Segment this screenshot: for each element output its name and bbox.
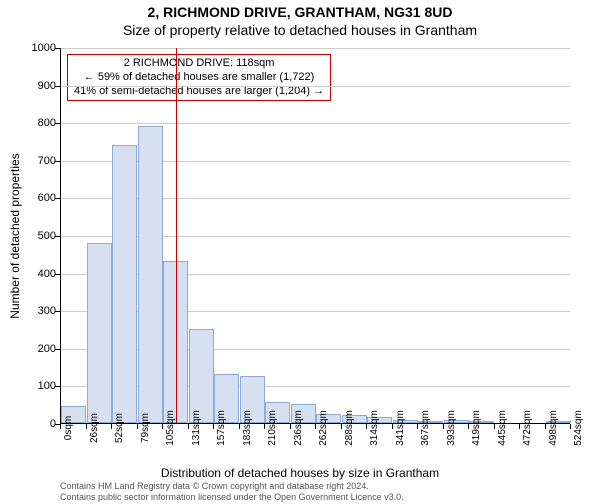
x-tick-mark	[519, 424, 520, 429]
x-tick-label: 445sqm	[497, 410, 508, 446]
bar	[112, 145, 137, 423]
x-tick-label: 262sqm	[318, 410, 329, 446]
gridline	[61, 123, 570, 124]
y-tick-mark	[55, 236, 60, 237]
x-tick-mark	[545, 424, 546, 429]
annotation-box: 2 RICHMOND DRIVE: 118sqm ← 59% of detach…	[67, 54, 331, 101]
title-main: 2, RICHMOND DRIVE, GRANTHAM, NG31 8UD	[0, 4, 600, 20]
y-tick-mark	[55, 311, 60, 312]
x-tick-mark	[341, 424, 342, 429]
gridline	[61, 86, 570, 87]
x-tick-mark	[443, 424, 444, 429]
bar	[189, 329, 214, 423]
x-tick-mark	[162, 424, 163, 429]
y-tick-label: 700	[16, 155, 56, 167]
y-tick-mark	[55, 274, 60, 275]
y-tick-label: 800	[16, 117, 56, 129]
x-tick-mark	[264, 424, 265, 429]
y-tick-label: 900	[16, 80, 56, 92]
x-tick-label: 288sqm	[344, 410, 355, 446]
x-tick-mark	[494, 424, 495, 429]
y-tick-label: 600	[16, 192, 56, 204]
x-tick-mark	[137, 424, 138, 429]
x-tick-label: 393sqm	[446, 410, 457, 446]
y-tick-label: 400	[16, 268, 56, 280]
y-tick-mark	[55, 48, 60, 49]
x-tick-label: 524sqm	[573, 410, 584, 446]
bar	[138, 126, 163, 423]
x-tick-mark	[188, 424, 189, 429]
y-tick-label: 500	[16, 230, 56, 242]
y-tick-label: 200	[16, 343, 56, 355]
footer-note: Contains HM Land Registry data © Crown c…	[60, 481, 404, 502]
y-tick-mark	[55, 123, 60, 124]
x-axis-label: Distribution of detached houses by size …	[0, 466, 600, 480]
x-tick-mark	[468, 424, 469, 429]
x-tick-label: 131sqm	[191, 410, 202, 446]
x-tick-label: 105sqm	[165, 410, 176, 446]
x-tick-label: 26sqm	[89, 413, 100, 443]
footer-line: Contains public sector information licen…	[60, 492, 404, 502]
x-tick-label: 367sqm	[420, 410, 431, 446]
x-tick-mark	[213, 424, 214, 429]
y-tick-mark	[55, 386, 60, 387]
y-tick-label: 300	[16, 305, 56, 317]
footer-line: Contains HM Land Registry data © Crown c…	[60, 481, 404, 491]
y-tick-mark	[55, 161, 60, 162]
x-tick-label: 341sqm	[395, 410, 406, 446]
x-tick-mark	[111, 424, 112, 429]
x-tick-label: 236sqm	[293, 410, 304, 446]
x-tick-mark	[366, 424, 367, 429]
x-tick-mark	[290, 424, 291, 429]
x-tick-label: 210sqm	[267, 410, 278, 446]
x-tick-mark	[315, 424, 316, 429]
x-tick-label: 419sqm	[471, 410, 482, 446]
y-tick-mark	[55, 198, 60, 199]
annotation-line: 2 RICHMOND DRIVE: 118sqm	[74, 57, 324, 71]
gridline	[61, 48, 570, 49]
title-sub: Size of property relative to detached ho…	[0, 22, 600, 38]
x-tick-label: 79sqm	[140, 413, 151, 443]
x-tick-label: 52sqm	[114, 413, 125, 443]
y-tick-mark	[55, 86, 60, 87]
x-tick-mark	[239, 424, 240, 429]
y-tick-label: 1000	[16, 42, 56, 54]
x-tick-label: 314sqm	[369, 410, 380, 446]
x-tick-mark	[86, 424, 87, 429]
y-tick-label: 0	[16, 418, 56, 430]
marker-line	[176, 48, 177, 423]
x-tick-mark	[417, 424, 418, 429]
x-tick-label: 0sqm	[63, 416, 74, 440]
y-tick-mark	[55, 349, 60, 350]
x-tick-label: 498sqm	[548, 410, 559, 446]
x-tick-label: 157sqm	[216, 410, 227, 446]
x-tick-label: 183sqm	[242, 410, 253, 446]
bar	[87, 243, 112, 423]
x-tick-label: 472sqm	[522, 410, 533, 446]
plot-area: 2 RICHMOND DRIVE: 118sqm ← 59% of detach…	[60, 48, 570, 424]
x-tick-mark	[392, 424, 393, 429]
annotation-line: ← 59% of detached houses are smaller (1,…	[74, 71, 324, 85]
x-tick-mark	[570, 424, 571, 429]
x-tick-mark	[60, 424, 61, 429]
y-tick-label: 100	[16, 380, 56, 392]
